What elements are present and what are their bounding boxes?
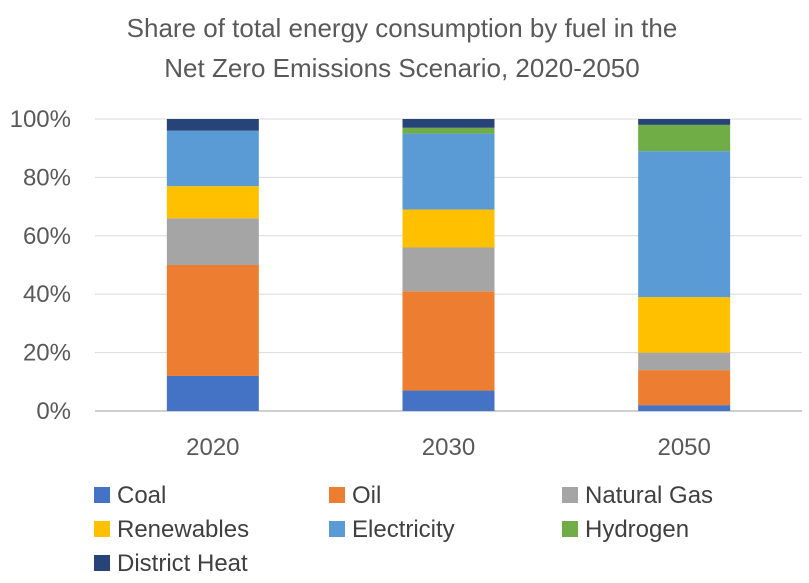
bar-segment-hydrogen — [638, 124, 731, 152]
legend-item-district-heat: District Heat — [94, 550, 248, 577]
bar-segment-natural-gas — [402, 247, 495, 292]
legend-item-coal: Coal — [94, 482, 166, 509]
bar-segment-district-heat — [402, 119, 495, 128]
legend-label: Oil — [352, 482, 381, 509]
legend-item-natural-gas: Natural Gas — [562, 482, 713, 509]
y-tick-label: 80% — [23, 164, 71, 191]
chart-title: Share of total energy consumption by fue… — [127, 13, 678, 83]
bar-segment-coal — [638, 405, 731, 411]
x-axis-tick-labels: 2020 2030 2050 — [186, 434, 711, 461]
y-tick-label: 0% — [36, 398, 71, 425]
chart-title-line-1: Share of total energy consumption by fue… — [127, 13, 678, 43]
legend-swatch — [94, 487, 110, 503]
bars — [166, 119, 731, 411]
legend-label: Coal — [117, 482, 166, 509]
bar-stack-2020 — [166, 119, 259, 411]
bar-segment-district-heat — [166, 119, 259, 131]
bar-segment-coal — [166, 375, 259, 411]
legend-label: Hydrogen — [585, 516, 689, 543]
bar-stack-2050 — [638, 119, 731, 411]
y-tick-label: 40% — [23, 281, 71, 308]
legend-swatch — [329, 487, 345, 503]
legend-label: Natural Gas — [585, 482, 713, 509]
legend-label: Renewables — [117, 516, 249, 543]
legend-item-electricity: Electricity — [329, 516, 455, 543]
legend-swatch — [329, 521, 345, 537]
y-tick-label: 20% — [23, 340, 71, 367]
bar-segment-renewables — [402, 209, 495, 248]
bar-segment-electricity — [402, 133, 495, 210]
chart-title-line-2: Net Zero Emissions Scenario, 2020-2050 — [164, 53, 639, 83]
legend-swatch — [94, 555, 110, 571]
bar-segment-natural-gas — [166, 218, 259, 265]
legend-item-hydrogen: Hydrogen — [562, 516, 689, 543]
y-tick-label: 100% — [10, 106, 71, 133]
bar-segment-renewables — [638, 297, 731, 353]
legend-swatch — [562, 487, 578, 503]
bar-segment-hydrogen — [402, 127, 495, 134]
bar-segment-electricity — [638, 151, 731, 298]
legend-item-oil: Oil — [329, 482, 381, 509]
legend-label: District Heat — [117, 550, 248, 577]
y-tick-label: 60% — [23, 223, 71, 250]
x-tick-label: 2020 — [186, 434, 239, 461]
legend-label: Electricity — [352, 516, 455, 543]
y-axis-tick-labels: 0% 20% 40% 60% 80% 100% — [10, 106, 71, 425]
legend-swatch — [562, 521, 578, 537]
legend: Coal Oil Natural Gas Renewables Electricity H… — [94, 482, 713, 577]
bar-stack-2030 — [402, 119, 495, 411]
bar-segment-coal — [402, 390, 495, 411]
legend-swatch — [94, 521, 110, 537]
bar-segment-oil — [402, 291, 495, 391]
bar-segment-natural-gas — [638, 352, 731, 371]
bar-segment-renewables — [166, 186, 259, 219]
bar-segment-electricity — [166, 130, 259, 187]
bar-segment-oil — [166, 265, 259, 376]
x-tick-label: 2030 — [422, 434, 475, 461]
bar-segment-district-heat — [638, 119, 731, 125]
bar-segment-oil — [638, 370, 731, 406]
legend-item-renewables: Renewables — [94, 516, 249, 543]
x-tick-label: 2050 — [657, 434, 710, 461]
